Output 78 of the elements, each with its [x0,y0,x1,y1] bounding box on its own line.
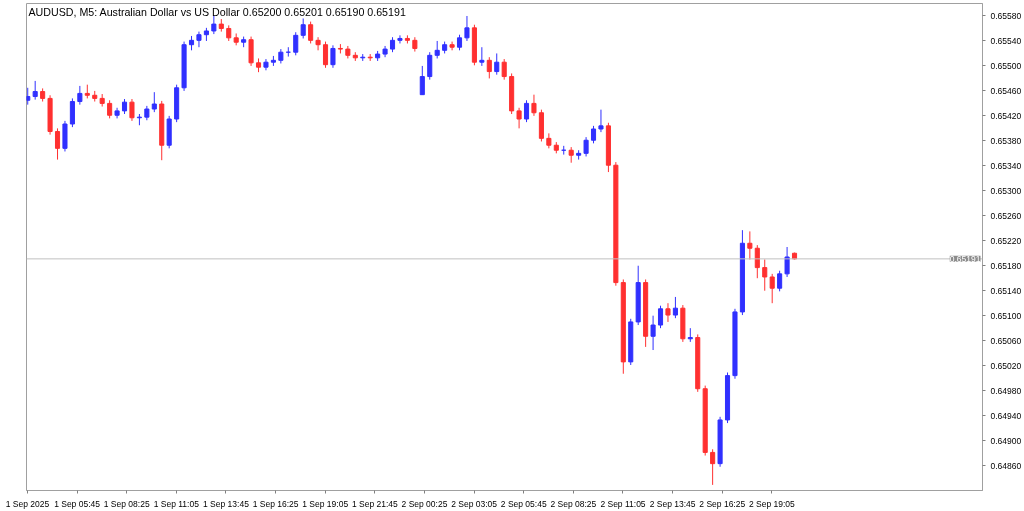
y-tick-label: 0.65340 [990,160,1022,171]
candlestick [598,109,604,133]
x-tick-label: 2 Sep 13:45 [649,498,696,509]
y-tick-label: 0.65060 [990,335,1022,346]
x-tick-label: 1 Sep 05:45 [54,498,101,509]
candlestick [330,44,336,69]
candlestick [315,36,321,51]
y-tick-label: 0.64860 [990,460,1022,471]
y-tick-label: 0.64900 [990,435,1022,446]
ref-line-label: 0.65191 [949,253,981,264]
candlestick [777,270,783,292]
candlestick [665,302,671,323]
candlestick [293,31,299,56]
candlestick [479,46,485,67]
y-tick-label: 0.65140 [990,285,1022,296]
candlestick [54,127,61,161]
candlestick [300,17,306,39]
x-tick-label: 2 Sep 05:45 [500,498,547,509]
candlestick [747,230,753,260]
y-tick-label: 0.64940 [990,410,1022,421]
x-tick-label: 2 Sep 03:05 [451,498,498,509]
candlestick [211,14,217,35]
x-tick-label: 1 Sep 11:05 [153,498,200,509]
candlestick [501,58,507,81]
x-tick-label: 1 Sep 19:05 [302,498,349,509]
candlestick [263,58,269,71]
y-tick-label: 0.65580 [990,10,1022,21]
candlestick [769,273,775,304]
candlestick [107,99,113,119]
x-tick-label: 1 Sep 16:25 [252,498,299,509]
x-tick-label: 2 Sep 00:25 [401,498,448,509]
x-tick-label: 2 Sep 08:25 [550,498,597,509]
y-tick-label: 0.65100 [990,310,1022,321]
candlestick [762,258,768,292]
candlestick [69,97,75,128]
y-tick-label: 0.65380 [990,135,1022,146]
candlestick [151,91,157,113]
candlestick [650,315,656,351]
y-tick-label: 0.65540 [990,35,1022,46]
x-tick-label: 1 Sep 21:45 [351,498,399,509]
candlestick [248,36,254,67]
x-tick-label: 2 Sep 11:05 [600,498,646,509]
candlestick [32,80,38,101]
candlestick [657,305,664,329]
y-tick-label: 0.65180 [990,260,1022,271]
candlestick [494,52,500,76]
candlestick [308,21,314,44]
candlestick [427,51,433,81]
candlestick [77,85,83,106]
y-tick-label: 0.65260 [990,210,1022,221]
x-tick-label: 1 Sep 2025 [5,498,50,509]
candlestick [322,41,329,69]
x-tick-label: 1 Sep 13:45 [203,498,250,509]
y-tick-label: 0.65460 [990,85,1022,96]
candlestick [672,296,678,319]
candlestick [419,65,425,96]
y-tick-label: 0.64980 [990,385,1022,396]
candlestick [784,246,790,278]
candlestick [531,94,537,117]
candlestick [196,31,202,48]
candlestick [710,448,716,486]
candlestick [464,15,470,42]
candlestick [486,56,492,79]
chart-title: AUDUSD, M5: Australian Dollar vs US Dollar 0.65200 0.65201 0.65190 0.65191 [28,5,406,18]
y-tick-label: 0.65500 [990,60,1022,71]
y-tick-label: 0.65020 [990,360,1022,371]
x-tick-label: 1 Sep 08:25 [103,498,150,509]
candlestick [523,99,530,123]
candlestick [516,107,522,129]
y-tick-label: 0.65300 [990,185,1022,196]
candlestick [583,136,589,157]
candlestick [397,34,403,44]
x-tick-label: 2 Sep 16:25 [699,498,746,509]
y-tick-label: 0.65420 [990,110,1022,121]
y-tick-label: 0.65220 [990,235,1022,246]
candlestick [129,98,135,122]
candlestick [546,132,552,149]
x-tick-label: 2 Sep 19:05 [748,498,796,509]
